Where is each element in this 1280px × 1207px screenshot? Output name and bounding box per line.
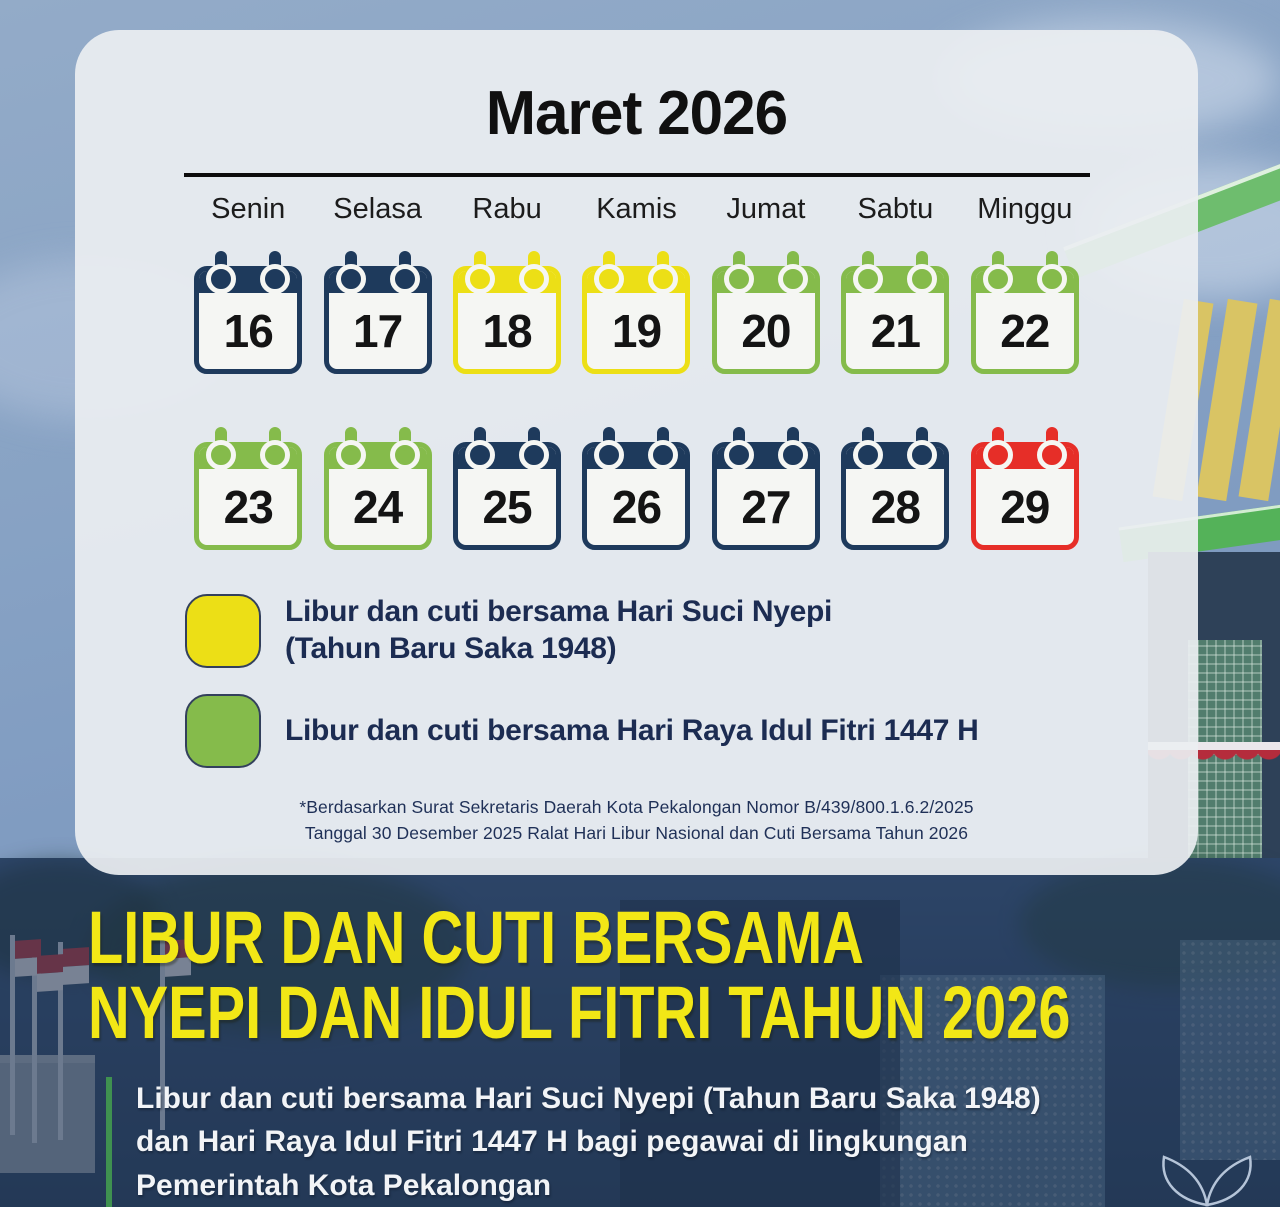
binder-ring-icon (519, 440, 550, 470)
binder-ring-icon (777, 440, 808, 470)
day-header-minggu: Minggu (977, 193, 1073, 225)
calendar-day-27: 27 (711, 427, 820, 550)
binder-ring-icon (982, 264, 1013, 294)
day-number: 27 (741, 481, 791, 533)
day-number: 20 (741, 305, 791, 357)
footnote-line-1: *Berdasarkan Surat Sekretaris Daerah Kot… (299, 797, 974, 817)
day-number: 21 (870, 305, 921, 357)
day-number: 26 (611, 481, 662, 533)
calendar-week-row-2: 23 24 25 26 27 28 29 (184, 424, 1090, 550)
banner-title-line-1: LIBUR DAN CUTI BERSAMA (88, 896, 864, 979)
binder-ring-icon (723, 440, 754, 470)
legend: Libur dan cuti bersama Hari Suci Nyepi (… (185, 594, 1198, 768)
binder-ring-icon (982, 440, 1013, 470)
binder-ring-icon (389, 440, 420, 470)
calendar-week-row-1: 16 17 18 19 20 21 22 (184, 248, 1090, 374)
binder-ring-icon (594, 264, 625, 294)
binder-ring-icon (723, 264, 754, 294)
day-header-sabtu: Sabtu (857, 193, 934, 225)
day-number: 29 (1000, 481, 1050, 533)
binder-ring-icon (465, 440, 496, 470)
calendar-day-28: 28 (841, 427, 950, 550)
day-number: 22 (1000, 305, 1050, 357)
banner-description: Libur dan cuti bersama Hari Suci Nyepi (… (106, 1076, 1268, 1207)
calendar-month-title: Maret 2026 (485, 79, 788, 148)
flag-bunting (1148, 742, 1280, 750)
legend-label: Libur dan cuti bersama Hari Raya Idul Fi… (285, 713, 979, 747)
binder-ring-icon (389, 264, 420, 294)
binder-ring-icon (335, 440, 366, 470)
day-number: 24 (353, 481, 403, 533)
calendar-day-17: 17 (323, 251, 432, 374)
calendar-card: Maret 2026 Senin Selasa Rabu Kamis Jumat Sabt… (75, 30, 1198, 875)
calendar-day-24: 24 (323, 427, 432, 550)
banner-title-line-2: NYEPI DAN IDUL FITRI TAHUN 2026 (88, 971, 1071, 1055)
day-number: 19 (611, 305, 662, 357)
binder-ring-icon (260, 440, 291, 470)
footnote-line-2: Tanggal 30 Desember 2025 Ralat Hari Libu… (304, 823, 969, 844)
banner-title: LIBUR DAN CUTI BERSAMA NYEPI DAN IDUL FIT… (88, 900, 1070, 1051)
day-header-selasa: Selasa (333, 193, 422, 225)
day-header-jumat: Jumat (726, 193, 806, 225)
day-header-rabu: Rabu (472, 193, 542, 225)
day-number: 28 (870, 481, 921, 533)
calendar-day-16: 16 (194, 251, 303, 374)
binder-ring-icon (519, 264, 550, 294)
calendar-day-21: 21 (841, 251, 950, 374)
binder-ring-icon (335, 264, 366, 294)
day-number: 17 (353, 305, 403, 357)
binder-ring-icon (777, 264, 808, 294)
legend-item-idulfitri: Libur dan cuti bersama Hari Raya Idul Fi… (185, 694, 1198, 768)
binder-ring-icon (1036, 264, 1067, 294)
legend-label: Libur dan cuti bersama Hari Suci Nyepi (… (285, 595, 833, 665)
binder-ring-icon (260, 264, 291, 294)
binder-ring-icon (206, 264, 237, 294)
dark-overlay (0, 858, 1280, 1207)
day-number: 25 (482, 481, 532, 533)
calendar-day-19: 19 (582, 251, 691, 374)
calendar-day-20: 20 (711, 251, 820, 374)
day-number: 18 (482, 305, 532, 357)
binder-ring-icon (648, 440, 679, 470)
day-header-kamis: Kamis (596, 193, 677, 225)
calendar-day-18: 18 (453, 251, 562, 374)
calendar-day-23: 23 (194, 427, 303, 550)
day-number: 16 (223, 305, 274, 357)
binder-ring-icon (853, 440, 884, 470)
calendar-day-22: 22 (970, 251, 1079, 374)
legend-swatch-nyepi (185, 594, 261, 668)
calendar-day-26: 26 (582, 427, 691, 550)
binder-ring-icon (907, 440, 938, 470)
day-number: 23 (223, 481, 274, 533)
banner: LIBUR DAN CUTI BERSAMA NYEPI DAN IDUL FIT… (88, 900, 1268, 1207)
legend-swatch-idulfitri (185, 694, 261, 768)
binder-ring-icon (648, 264, 679, 294)
title-divider (183, 173, 1090, 177)
calendar-day-25: 25 (453, 427, 562, 550)
day-header-senin: Senin (211, 193, 286, 225)
binder-ring-icon (594, 440, 625, 470)
binder-ring-icon (853, 264, 884, 294)
day-header-row: Senin Selasa Rabu Kamis Jumat Sabtu Minggu (184, 193, 1090, 226)
binder-ring-icon (907, 264, 938, 294)
footnote: *Berdasarkan Surat Sekretaris Daerah Kot… (75, 794, 1198, 847)
binder-ring-icon (465, 264, 496, 294)
legend-item-nyepi: Libur dan cuti bersama Hari Suci Nyepi (… (185, 594, 1198, 668)
butterfly-leaf-icon (1162, 1155, 1252, 1207)
binder-ring-icon (1036, 440, 1067, 470)
calendar-day-29: 29 (970, 427, 1079, 550)
binder-ring-icon (206, 440, 237, 470)
